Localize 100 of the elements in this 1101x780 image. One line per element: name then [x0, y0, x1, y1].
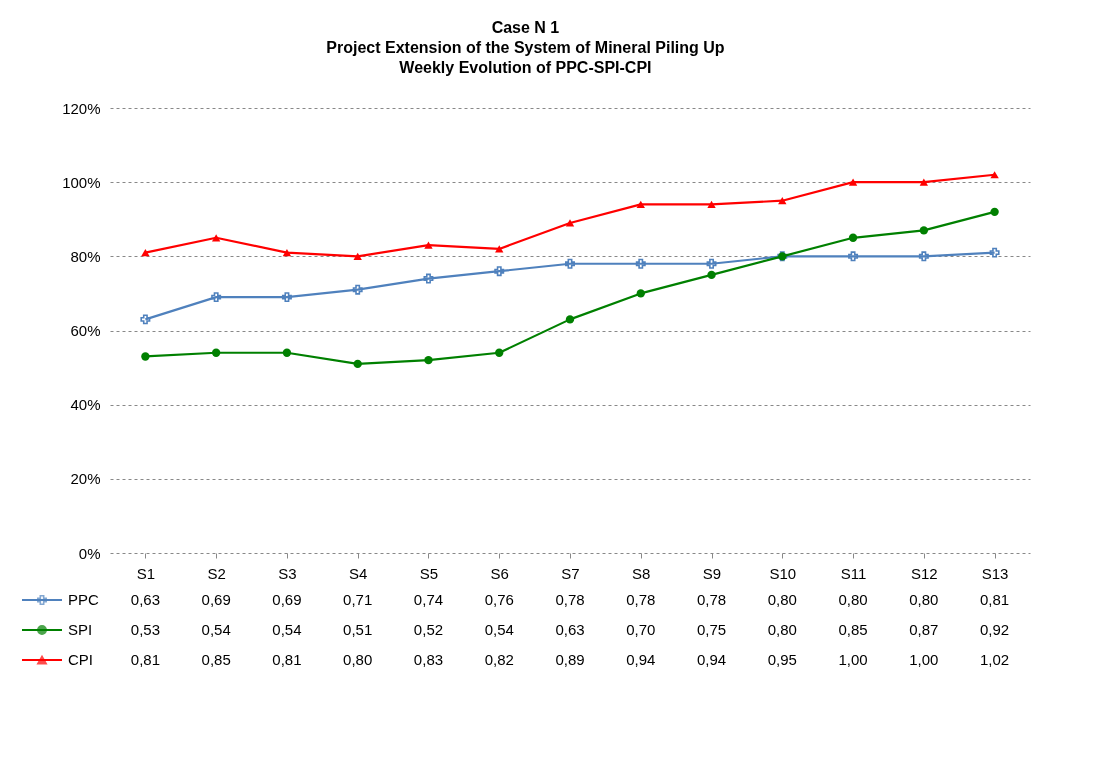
point: [423, 273, 434, 284]
data-label: 0,63: [555, 621, 585, 638]
data-label: 1,00: [909, 651, 939, 668]
data-label: 0,92: [980, 621, 1010, 638]
data-label: 0,70: [626, 621, 656, 638]
x-tick-label: S13: [981, 564, 1009, 582]
data-label: 0,76: [484, 591, 514, 608]
data-label: 0,69: [272, 591, 302, 608]
data-label: 0,80: [343, 651, 373, 668]
point: [636, 200, 645, 209]
data-label: 0,81: [130, 651, 160, 668]
data-label: 0,80: [838, 591, 868, 608]
point: [848, 233, 858, 242]
data-label: 0,71: [343, 591, 373, 608]
y-tick-label: 0%: [78, 544, 101, 562]
point: [990, 207, 999, 217]
data-label: 0,78: [696, 591, 727, 608]
y-tick-label: 20%: [70, 470, 101, 488]
point: [706, 258, 717, 269]
data-label: 0,82: [484, 651, 514, 668]
x-tick-label: S8: [632, 564, 651, 582]
data-label: 0,80: [909, 591, 939, 608]
x-tick-label: S3: [278, 564, 297, 582]
y-tick-label: 60%: [70, 322, 101, 339]
x-tick-label: S6: [490, 564, 509, 582]
y-tick-label: 40%: [70, 396, 101, 414]
data-label: 0,63: [130, 591, 160, 608]
point: [211, 292, 222, 303]
data-label: 0,81: [272, 651, 302, 668]
point: [565, 315, 575, 324]
point: [352, 284, 363, 295]
data-label: 0,51: [343, 621, 373, 638]
data-label: 0,54: [484, 621, 514, 638]
point: [848, 251, 859, 262]
data-label: 1,00: [838, 651, 868, 668]
data-label: 0,54: [272, 621, 302, 638]
point: [778, 197, 787, 205]
point: [282, 348, 292, 357]
y-tick-label: 120%: [62, 99, 101, 117]
point: [282, 249, 292, 257]
data-label: 0,80: [767, 591, 797, 608]
point: [211, 234, 221, 242]
data-label: 1,02: [980, 651, 1010, 668]
point: [495, 245, 504, 253]
data-label: 0,78: [555, 591, 585, 608]
data-label: 0,83: [413, 651, 444, 668]
data-label: 0,52: [413, 621, 444, 638]
data-label: 0,89: [555, 651, 585, 668]
data-label: 0,95: [767, 651, 797, 668]
point: [565, 219, 575, 227]
point: [494, 266, 505, 277]
chart-title: Case N 1 Project Extension of the System of Mineral Piling Up Weekly Evolution of PPC-SPI-CPI: [326, 19, 725, 76]
point: [989, 247, 1000, 258]
point: [635, 258, 646, 269]
legend-label: PPC: [68, 591, 100, 608]
y-tick-label: 80%: [70, 247, 101, 265]
data-label: 0,81: [980, 591, 1010, 608]
point: [565, 258, 575, 269]
x-tick-label: S2: [207, 564, 226, 582]
data-label: 0,53: [130, 621, 160, 638]
point: [848, 178, 858, 186]
legend-label: SPI: [68, 621, 93, 638]
x-tick-label: S7: [561, 564, 580, 582]
point: [140, 314, 151, 325]
point: [141, 352, 150, 361]
point: [990, 171, 999, 179]
point: [141, 249, 150, 257]
point: [707, 200, 716, 209]
point: [636, 289, 645, 298]
y-tick-label: 100%: [62, 173, 101, 191]
data-label: 0,80: [767, 621, 797, 638]
x-tick-label: S9: [702, 564, 722, 582]
data-label: 0,85: [201, 651, 231, 668]
x-tick-label: S1: [136, 564, 156, 582]
point: [495, 348, 504, 357]
point: [918, 251, 929, 262]
data-label: 0,69: [201, 591, 231, 608]
data-label: 0,74: [413, 591, 444, 608]
x-tick-label: S10: [769, 564, 797, 582]
x-tick-label: S5: [419, 564, 439, 582]
data-label: 0,87: [909, 621, 939, 638]
data-label: 0,78: [626, 591, 656, 608]
x-tick-label: S11: [840, 564, 867, 582]
point: [211, 348, 221, 357]
point: [281, 292, 292, 303]
data-label: 0,94: [696, 651, 727, 668]
point: [919, 178, 929, 186]
point: [424, 355, 433, 365]
data-label: 0,94: [626, 651, 656, 668]
x-tick-label: S12: [910, 564, 938, 582]
point: [919, 226, 929, 235]
point: [707, 270, 716, 280]
data-label: 0,85: [838, 621, 868, 638]
data-label: 0,54: [201, 621, 231, 638]
point: [353, 252, 362, 260]
x-tick-label: S4: [349, 564, 368, 582]
point: [353, 359, 362, 369]
data-label: 0,75: [696, 621, 727, 638]
legend-label: CPI: [68, 651, 94, 668]
point: [424, 241, 433, 249]
